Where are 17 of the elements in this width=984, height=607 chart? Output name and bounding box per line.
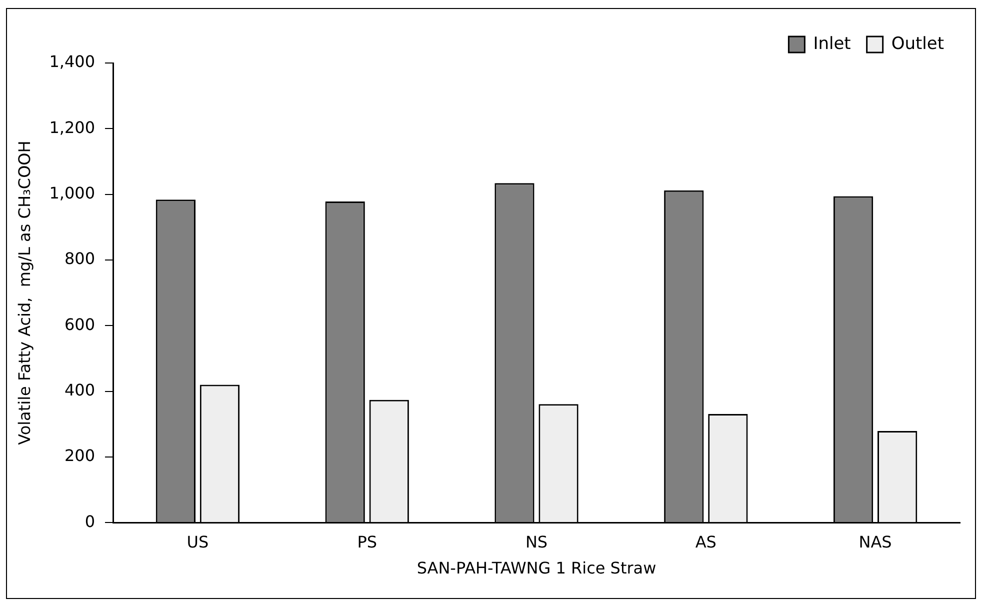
legend-label: Inlet xyxy=(813,34,852,54)
x-tick-label: PS xyxy=(357,532,378,552)
legend-label: Outlet xyxy=(891,34,944,54)
x-tick-label: AS xyxy=(695,532,716,552)
y-tick-label: 200 xyxy=(64,446,96,466)
x-axis-title: SAN-PAH-TAWNG 1 Rice Straw xyxy=(416,558,656,578)
x-tick-label: US xyxy=(186,532,209,552)
x-tick-label: NAS xyxy=(858,532,892,552)
x-tick-label: NS xyxy=(525,532,548,552)
y-tick-label: 800 xyxy=(64,249,96,268)
y-tick-label: 400 xyxy=(64,380,96,400)
y-tick-label: 1,200 xyxy=(49,118,96,137)
y-tick-label: 0 xyxy=(84,512,96,531)
y-tick-label: 1,400 xyxy=(49,52,96,72)
y-tick-label: 1,000 xyxy=(49,183,96,202)
y-axis-title: Volatile Fatty Acid, mg/L as CH₃COOH xyxy=(14,140,34,445)
y-tick-label: 600 xyxy=(64,314,96,334)
